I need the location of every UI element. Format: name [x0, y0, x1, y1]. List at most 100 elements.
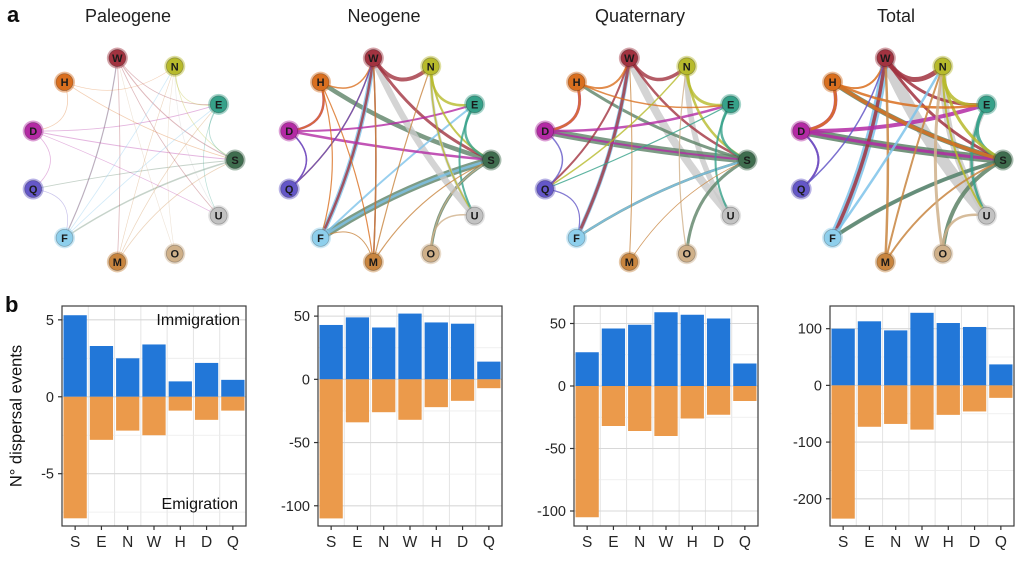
- y-tick-label: -50: [289, 436, 310, 452]
- edge-H-N: [64, 66, 176, 91]
- edge-W-F: [830, 56, 888, 240]
- network-plot-total: S E N W H D Q F M O U: [790, 47, 1014, 273]
- immigration-bar-Q: [989, 364, 1013, 386]
- x-tick-label-E: E: [96, 534, 106, 551]
- barchart-paleogene: 5 0 -5 S E N W H D Q: [41, 305, 247, 551]
- emigration-bar-Q: [733, 386, 757, 401]
- barchart-neogene: 50 0 -50 -100 S E N W H D Q: [281, 305, 503, 551]
- x-tick-label-W: W: [403, 534, 418, 551]
- immigration-bar-H: [680, 314, 704, 386]
- edge-H-S: [830, 80, 1005, 162]
- y-tick-label: -200: [793, 492, 822, 508]
- immigration-bar-N: [116, 358, 140, 397]
- emigration-bar-D: [194, 396, 219, 420]
- edge-M-E: [116, 103, 219, 263]
- immigration-bar-S: [575, 352, 599, 386]
- edge-F-W: [63, 57, 119, 239]
- edge-U-N: [174, 65, 219, 217]
- node-label-D: D: [797, 126, 805, 138]
- node-F: [311, 228, 330, 247]
- edge-N-S: [174, 65, 236, 161]
- edge-F-S: [319, 158, 493, 240]
- emigration-bar-Q: [989, 385, 1013, 398]
- edge-W-M: [116, 57, 121, 263]
- y-tick-label: 0: [46, 390, 54, 406]
- emigration-bar-S: [319, 379, 343, 519]
- edge-O-W: [117, 57, 176, 254]
- node-label-M: M: [369, 257, 378, 269]
- node-label-E: E: [215, 99, 222, 111]
- y-tick-label: 50: [550, 317, 566, 333]
- node-label-N: N: [683, 61, 691, 73]
- x-tick-label-Q: Q: [739, 534, 751, 551]
- node-F: [823, 228, 842, 247]
- node-S: [482, 151, 500, 169]
- network-panel-paleogene: Paleogene S E N W H D Q F M O U: [0, 0, 256, 288]
- node-H: [55, 73, 74, 92]
- node-label-E: E: [471, 99, 478, 111]
- edge-E-Q: [544, 103, 732, 190]
- x-tick-label-N: N: [890, 534, 901, 551]
- edge-M-W: [628, 57, 633, 263]
- y-tick-label: 0: [558, 379, 566, 395]
- edge-F-E: [319, 103, 476, 239]
- immigration-annotation: Immigration: [156, 312, 240, 329]
- x-tick-label-D: D: [201, 534, 212, 551]
- node-label-N: N: [427, 61, 435, 73]
- node-label-H: H: [829, 77, 837, 89]
- edge-U-W: [370, 54, 478, 219]
- node-label-W: W: [880, 53, 891, 65]
- emigration-bar-S: [831, 385, 855, 519]
- immigration-bar-D: [706, 318, 731, 386]
- node-label-Q: Q: [797, 184, 806, 196]
- edge-D-E: [799, 102, 989, 134]
- edge-N-S: [941, 64, 1005, 162]
- immigration-bar-W: [654, 312, 678, 386]
- edge-H-M: [319, 81, 374, 263]
- network-panel-neogene: Neogene S E N W H D Q F M O U: [256, 0, 512, 288]
- immigration-bar-S: [831, 328, 855, 386]
- edge-O-N: [167, 66, 176, 254]
- y-tick-label: -100: [281, 499, 310, 515]
- network-plot-quaternary: S E N W H D Q F M O U: [534, 47, 758, 273]
- emigration-bar-H: [424, 379, 448, 408]
- edge-S-H: [575, 80, 749, 162]
- node-Q: [792, 180, 811, 198]
- edge-F-S: [575, 159, 748, 239]
- emigration-bar-E: [89, 396, 114, 440]
- x-tick-label-W: W: [915, 534, 930, 551]
- x-tick-label-E: E: [608, 534, 618, 551]
- edge-S-F: [63, 159, 236, 239]
- edge-M-S: [372, 159, 492, 263]
- node-label-U: U: [215, 211, 223, 223]
- node-label-O: O: [427, 249, 436, 261]
- immigration-bar-D: [450, 323, 475, 380]
- node-label-W: W: [624, 53, 635, 65]
- node-label-N: N: [939, 61, 947, 73]
- emigration-bar-E: [345, 379, 370, 423]
- node-label-S: S: [743, 155, 750, 167]
- x-tick-label-N: N: [378, 534, 389, 551]
- edge-F-E: [64, 103, 220, 239]
- edge-S-F: [830, 158, 1005, 240]
- node-label-F: F: [61, 233, 68, 245]
- node-S: [994, 151, 1012, 169]
- emigration-bar-W: [142, 396, 166, 436]
- edge-O-N: [933, 64, 945, 256]
- immigration-bar-H: [168, 381, 192, 397]
- node-E: [209, 95, 228, 114]
- edge-D-S: [799, 129, 1005, 162]
- node-D: [792, 122, 811, 140]
- immigration-bar-H: [936, 323, 960, 386]
- node-label-W: W: [112, 53, 123, 65]
- node-M: [876, 253, 895, 271]
- edge-E-U: [714, 103, 732, 217]
- immigration-bar-N: [628, 324, 652, 386]
- node-U: [209, 206, 228, 225]
- network-plot-neogene: S E N W H D Q F M O U: [278, 47, 502, 273]
- node-S: [226, 151, 244, 169]
- node-E: [721, 95, 740, 114]
- node-label-Q: Q: [29, 184, 38, 196]
- emigration-bar-E: [857, 385, 882, 427]
- barchart-panel-neogene: 50 0 -50 -100 S E N W H D Q: [256, 288, 512, 580]
